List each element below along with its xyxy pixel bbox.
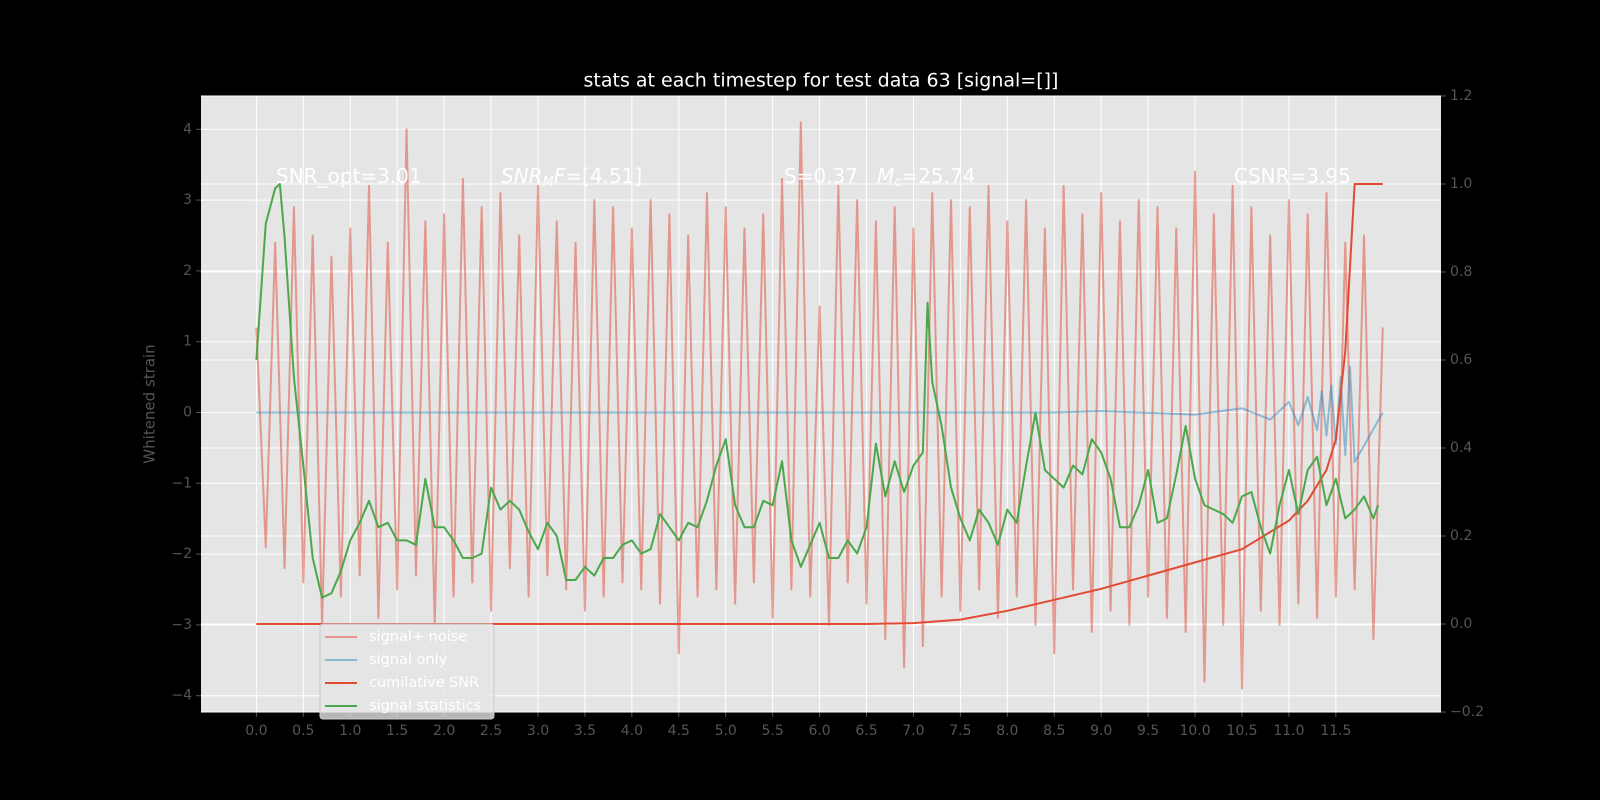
legend-label: cumilative SNR <box>369 675 479 691</box>
x-tick-label: 3.0 <box>527 723 549 739</box>
y2-tick-label: −0.2 <box>1450 704 1484 720</box>
y2-tick-label: 0.6 <box>1450 352 1472 368</box>
annotation-part: =25.74 <box>901 164 975 188</box>
y2-tick-label: 0.0 <box>1450 616 1472 632</box>
legend-label: signal+ noise <box>369 629 467 645</box>
x-tick-label: 10.0 <box>1179 723 1210 739</box>
y-tick-label: −2 <box>171 546 192 562</box>
annotation-part: M <box>543 175 554 190</box>
annotation-part: SNR <box>501 164 543 188</box>
annotation: S=0.37 <box>784 164 858 188</box>
y-tick-label: −1 <box>171 475 192 491</box>
y-tick-label: 0 <box>183 404 192 420</box>
annotation: CSNR=3.95 <box>1234 164 1351 188</box>
annotation: SNRMF=[4.51] <box>501 164 642 190</box>
annotation: SNR_opt=3.01 <box>276 164 422 188</box>
annotation-part: SNR_opt=3.01 <box>276 164 422 188</box>
x-tick-label: 2.0 <box>433 723 455 739</box>
annotation-part: CSNR=3.95 <box>1234 164 1351 188</box>
y-tick-label: −4 <box>171 688 192 704</box>
x-tick-label: 0.0 <box>245 723 267 739</box>
legend-label: signal statistics <box>369 698 481 714</box>
series-line <box>256 183 1383 625</box>
y-tick-label: 1 <box>183 334 192 350</box>
y-tick-label: −3 <box>171 617 192 633</box>
x-tick-label: 1.0 <box>339 723 361 739</box>
x-tick-label: 1.5 <box>386 723 408 739</box>
x-tick-label: 9.0 <box>1090 723 1112 739</box>
annotation-part: c <box>894 175 901 190</box>
series-line <box>255 183 1380 599</box>
x-tick-label: 7.0 <box>902 723 924 739</box>
y-tick-label: 4 <box>183 121 192 137</box>
series-line <box>256 365 1384 464</box>
y2-tick-label: 1.0 <box>1450 176 1472 192</box>
y-tick-label: 3 <box>183 192 192 208</box>
x-tick-label: 2.5 <box>480 723 502 739</box>
x-tick-label: 4.0 <box>621 723 643 739</box>
y2-tick-label: 0.8 <box>1450 264 1472 280</box>
annotation-part: F <box>554 164 566 188</box>
x-tick-label: 5.5 <box>762 723 784 739</box>
x-tick-label: 5.0 <box>715 723 737 739</box>
chart-title: stats at each timestep for test data 63 … <box>584 70 1059 92</box>
y2-tick-label: 1.2 <box>1450 88 1472 104</box>
y-tick-label: 2 <box>183 263 192 279</box>
annotation-part: M <box>877 164 894 188</box>
x-tick-label: 8.0 <box>996 723 1018 739</box>
legend-label: signal only <box>369 652 448 668</box>
x-tick-label: 7.5 <box>949 723 971 739</box>
x-tick-label: 6.5 <box>855 723 877 739</box>
legend-box <box>319 623 495 720</box>
x-tick-label: 10.5 <box>1226 723 1257 739</box>
y-axis-label: Whitened strain <box>141 344 159 463</box>
x-tick-label: 8.5 <box>1043 723 1065 739</box>
series-line <box>255 121 1384 690</box>
annotation: Mc=25.74 <box>877 164 975 190</box>
x-tick-label: 0.5 <box>292 723 314 739</box>
x-tick-label: 6.0 <box>808 723 830 739</box>
annotation-part: S=0.37 <box>784 164 858 188</box>
x-tick-label: 3.5 <box>574 723 596 739</box>
y2-tick-label: 0.2 <box>1450 528 1472 544</box>
x-tick-label: 9.5 <box>1137 723 1159 739</box>
annotation-part: =[4.51] <box>565 164 642 188</box>
x-tick-label: 4.5 <box>668 723 690 739</box>
x-tick-label: 11.5 <box>1320 723 1351 739</box>
x-tick-label: 11.0 <box>1273 723 1304 739</box>
y2-tick-label: 0.4 <box>1450 440 1472 456</box>
